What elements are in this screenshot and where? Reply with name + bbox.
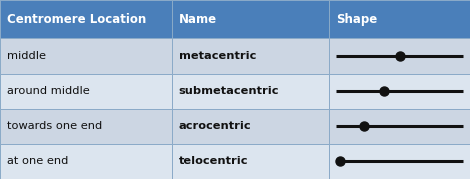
FancyBboxPatch shape: [0, 0, 172, 38]
FancyBboxPatch shape: [172, 74, 329, 109]
FancyBboxPatch shape: [329, 144, 470, 179]
Text: middle: middle: [7, 51, 46, 61]
Text: at one end: at one end: [7, 156, 69, 166]
FancyBboxPatch shape: [0, 109, 172, 144]
FancyBboxPatch shape: [329, 38, 470, 74]
Text: around middle: around middle: [7, 86, 90, 96]
FancyBboxPatch shape: [329, 74, 470, 109]
Text: Centromere Location: Centromere Location: [7, 13, 146, 26]
Text: towards one end: towards one end: [7, 121, 102, 131]
FancyBboxPatch shape: [172, 38, 329, 74]
Text: submetacentric: submetacentric: [179, 86, 279, 96]
FancyBboxPatch shape: [329, 0, 470, 38]
FancyBboxPatch shape: [0, 144, 172, 179]
FancyBboxPatch shape: [172, 109, 329, 144]
FancyBboxPatch shape: [329, 109, 470, 144]
FancyBboxPatch shape: [0, 38, 172, 74]
FancyBboxPatch shape: [172, 0, 329, 38]
FancyBboxPatch shape: [172, 144, 329, 179]
Text: Name: Name: [179, 13, 217, 26]
Text: metacentric: metacentric: [179, 51, 256, 61]
Text: Shape: Shape: [336, 13, 377, 26]
Text: telocentric: telocentric: [179, 156, 248, 166]
Text: acrocentric: acrocentric: [179, 121, 251, 131]
FancyBboxPatch shape: [0, 74, 172, 109]
